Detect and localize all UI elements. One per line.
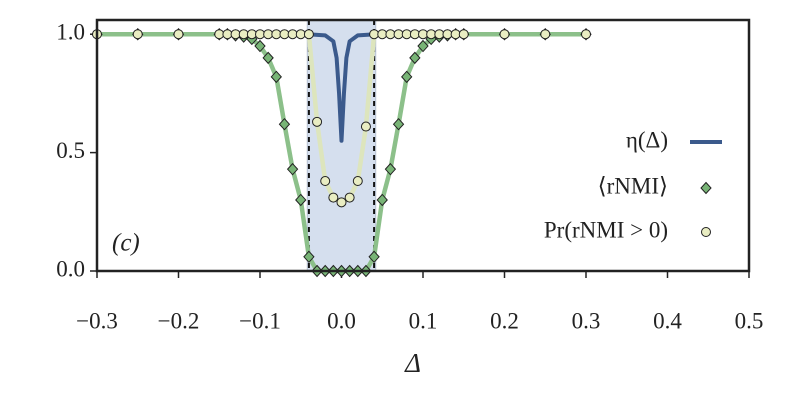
x-tick-label: 0.1 bbox=[409, 308, 438, 333]
diamond-marker bbox=[417, 39, 429, 53]
legend-label: η(Δ) bbox=[626, 127, 668, 152]
circle-marker bbox=[458, 29, 469, 40]
circle-marker bbox=[328, 192, 339, 203]
diamond-marker bbox=[278, 117, 291, 131]
y-tick-label: 0.5 bbox=[56, 138, 85, 163]
legend-swatch bbox=[701, 227, 711, 237]
x-tick-label: 0.0 bbox=[327, 308, 356, 333]
diamond-marker bbox=[303, 250, 315, 264]
diamond-marker bbox=[401, 70, 413, 84]
diamond-marker bbox=[409, 51, 421, 65]
legend-label: ⟨rNMI⟩ bbox=[598, 173, 668, 198]
annotation: (c) bbox=[112, 230, 140, 257]
shaded-region bbox=[306, 19, 377, 272]
x-tick-label: −0.2 bbox=[158, 308, 200, 333]
circle-marker bbox=[303, 29, 314, 40]
circle-marker bbox=[132, 29, 143, 40]
circle-marker bbox=[581, 29, 591, 40]
diamond-marker bbox=[295, 193, 307, 207]
circle-marker bbox=[352, 176, 363, 187]
x-tick-label: −0.1 bbox=[239, 308, 281, 333]
circle-marker bbox=[344, 192, 355, 203]
legend-label: Pr(rNMI > 0) bbox=[544, 217, 668, 242]
series-line bbox=[307, 32, 376, 143]
circle-marker bbox=[173, 29, 184, 40]
circle-marker bbox=[336, 197, 347, 208]
x-axis-label: Δ bbox=[404, 348, 421, 378]
diamond-marker bbox=[254, 39, 266, 53]
diamond-marker bbox=[262, 51, 274, 65]
circle-marker bbox=[271, 29, 282, 40]
circle-marker bbox=[434, 29, 445, 40]
diamond-marker bbox=[270, 70, 282, 84]
circle-marker bbox=[393, 29, 404, 40]
circle-marker bbox=[320, 176, 331, 187]
diamond-marker bbox=[286, 162, 299, 176]
y-tick-label: 1.0 bbox=[56, 19, 85, 44]
diamond-marker bbox=[384, 162, 397, 176]
diamond-marker bbox=[392, 117, 405, 131]
x-tick-label: 0.5 bbox=[735, 308, 764, 333]
x-tick-label: 0.3 bbox=[572, 308, 601, 333]
circle-marker bbox=[222, 29, 233, 40]
diamond-marker bbox=[368, 250, 380, 264]
circle-marker bbox=[238, 29, 249, 40]
diamond-marker bbox=[376, 193, 388, 207]
legend-swatch bbox=[700, 181, 712, 195]
x-tick-label: 0.4 bbox=[653, 308, 682, 333]
x-tick-label: −0.3 bbox=[76, 308, 118, 333]
plot-frame bbox=[95, 18, 751, 273]
circle-marker bbox=[540, 29, 551, 40]
circle-marker bbox=[499, 29, 510, 40]
x-tick-label: 0.2 bbox=[490, 308, 519, 333]
y-tick-label: 0.0 bbox=[56, 256, 85, 281]
circle-marker bbox=[360, 121, 371, 132]
circle-marker bbox=[312, 116, 323, 127]
